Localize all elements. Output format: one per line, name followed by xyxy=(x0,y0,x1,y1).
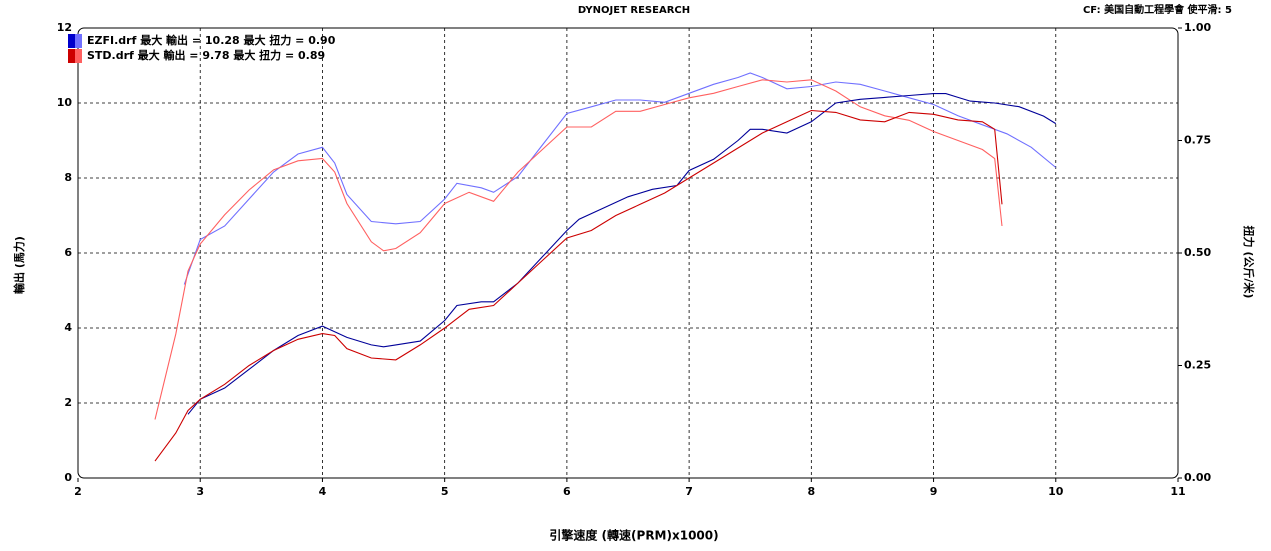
x-tick-label: 5 xyxy=(441,485,449,498)
x-tick-label: 8 xyxy=(808,485,816,498)
legend-swatch xyxy=(68,49,75,63)
legend-text: STD.drf 最大 輸出 = 9.78 最大 扭力 = 0.89 xyxy=(87,48,325,62)
series-line xyxy=(154,79,1003,420)
y2-tick-label: 0.50 xyxy=(1184,246,1211,259)
chart-title: DYNOJET RESEARCH xyxy=(578,5,690,16)
y2-tick-label: 0.00 xyxy=(1184,471,1211,484)
y-tick-label: 6 xyxy=(64,246,72,259)
y-tick-label: 12 xyxy=(57,21,72,34)
legend-swatch xyxy=(75,34,82,48)
y-axis-label: 輸出 (馬力) xyxy=(12,236,26,294)
series-line xyxy=(187,93,1057,415)
x-tick-label: 6 xyxy=(563,485,571,498)
series-line xyxy=(154,109,1003,462)
x-tick-label: 7 xyxy=(685,485,693,498)
legend-text: EZFI.drf 最大 輸出 = 10.28 最大 扭力 = 0.90 xyxy=(87,33,336,47)
x-tick-label: 9 xyxy=(930,485,938,498)
series-line xyxy=(183,72,1057,285)
y2-axis-label: 扭力 (公斤/米) xyxy=(1242,226,1256,299)
x-tick-label: 3 xyxy=(196,485,204,498)
y2-tick-label: 0.25 xyxy=(1184,359,1211,372)
legend-swatch xyxy=(68,34,75,48)
x-tick-label: 11 xyxy=(1170,485,1185,498)
legend-swatch xyxy=(75,49,82,63)
x-axis-label: 引擎速度 (轉速(PRM)x1000) xyxy=(549,528,718,543)
y-tick-label: 8 xyxy=(64,171,72,184)
y2-tick-label: 0.75 xyxy=(1184,134,1211,147)
x-tick-label: 10 xyxy=(1048,485,1064,498)
y-tick-label: 4 xyxy=(64,321,72,334)
y2-tick-label: 1.00 xyxy=(1184,21,1211,34)
x-tick-label: 4 xyxy=(319,485,327,498)
chart-subtitle: CF: 美国自動工程學會 使平滑: 5 xyxy=(1083,3,1232,16)
y-tick-label: 2 xyxy=(64,396,72,409)
x-tick-label: 2 xyxy=(74,485,82,498)
y-tick-label: 0 xyxy=(64,471,72,484)
y-tick-label: 10 xyxy=(57,96,73,109)
